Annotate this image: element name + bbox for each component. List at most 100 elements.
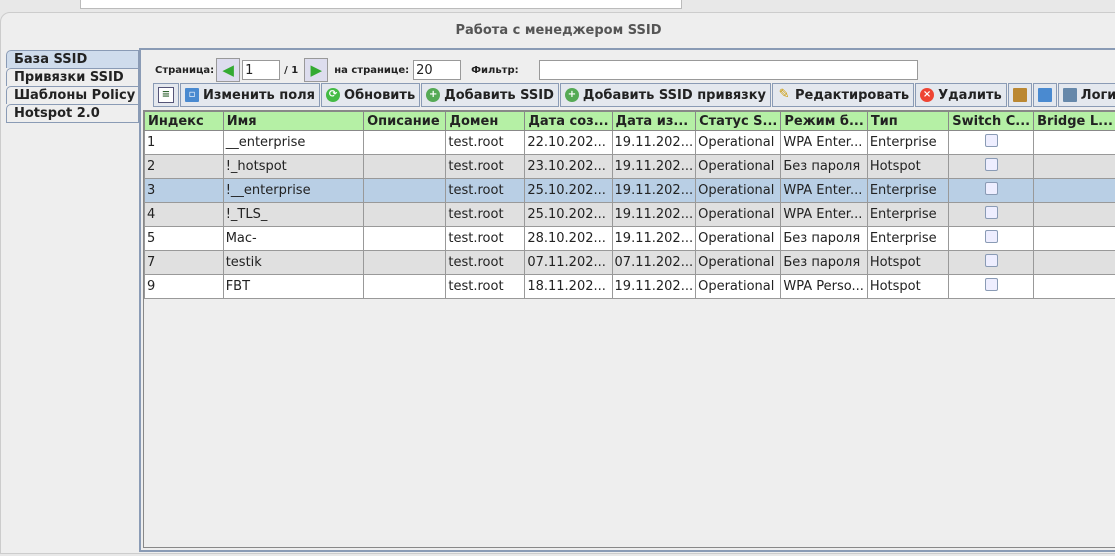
table-cell: 22.10.202...	[524, 130, 613, 155]
switch-checkbox[interactable]	[984, 182, 998, 195]
table-cell: Operational	[695, 178, 782, 203]
logs-button[interactable]: Логи	[1057, 83, 1115, 107]
add-ssid-binding-button[interactable]: + Добавить SSID привязку	[559, 83, 772, 107]
table-cell: Operational	[695, 202, 782, 227]
filter-label: Фильтр:	[471, 64, 519, 76]
add-ssid-button[interactable]: + Добавить SSID	[421, 83, 559, 107]
window-title: Работа с менеджером SSID	[455, 23, 662, 38]
switch-checkbox[interactable]	[984, 158, 998, 171]
table-cell: 19.11.202...	[611, 154, 697, 179]
per-page-input[interactable]: 20	[413, 60, 462, 80]
page-total: / 1	[284, 64, 299, 76]
column-header[interactable]: Дата соз...	[524, 111, 613, 131]
switch-checkbox[interactable]	[984, 278, 998, 291]
column-header[interactable]: Switch C...	[948, 111, 1035, 131]
table-cell: !_hotspot	[222, 154, 365, 179]
next-page-button[interactable]: ▶	[304, 58, 329, 82]
table-row[interactable]: 2 !_hotspot test.root 23.10.202... 19.11.202…	[144, 154, 1115, 179]
table-cell	[363, 178, 447, 203]
table-cell: test.root	[445, 226, 526, 251]
switch-cell	[948, 178, 1035, 203]
table-cell: test.root	[445, 250, 526, 275]
filter-input[interactable]	[538, 60, 918, 80]
switch-checkbox[interactable]	[984, 230, 998, 243]
table-cell: 19.11.202...	[611, 202, 697, 227]
table-cell: Enterprise	[866, 130, 950, 155]
column-header[interactable]: Домен	[445, 111, 526, 131]
column-header[interactable]: Индекс	[144, 111, 224, 131]
refresh-icon: ⟳	[326, 88, 341, 102]
table-cell: FBT	[222, 274, 365, 299]
table-cell: WPA Enter...	[780, 178, 868, 203]
table-cell: 7	[144, 250, 224, 275]
plus-icon: +	[426, 88, 441, 102]
table-cell: test.root	[445, 274, 526, 299]
bridge-cell	[1033, 154, 1115, 179]
table-row[interactable]: 4 !_TLS_ test.root 25.10.202... 19.11.202...…	[144, 202, 1115, 227]
table-row[interactable]: 3 !__enterprise test.root 25.10.202... 19.11…	[144, 178, 1115, 203]
save-button[interactable]	[1032, 83, 1057, 107]
table-cell: Operational	[695, 154, 782, 179]
table-cell: Enterprise	[866, 178, 950, 203]
edit-button[interactable]: ✎ Редактировать	[772, 83, 915, 107]
table-cell: WPA Enter...	[780, 202, 868, 227]
bridge-cell	[1033, 130, 1115, 155]
table-cell: Enterprise	[866, 202, 950, 227]
tab-policy-templates[interactable]: Шаблоны Policy	[6, 86, 139, 104]
table-cell: Operational	[695, 226, 782, 251]
column-header[interactable]: Статус S...	[695, 111, 782, 131]
monitor-icon	[1062, 88, 1077, 102]
delete-button[interactable]: × Удалить	[915, 83, 1007, 107]
switch-cell	[948, 250, 1035, 275]
side-tabs: База SSID Привязки SSID Шаблоны Policy H…	[6, 50, 139, 123]
refresh-button[interactable]: ⟳ Обновить	[321, 83, 421, 107]
page-input[interactable]: 1	[242, 60, 281, 80]
table-cell: 07.11.202...	[524, 250, 613, 275]
column-header[interactable]: Дата из...	[611, 111, 697, 131]
table-cell	[363, 274, 447, 299]
tab-ssid-base[interactable]: База SSID	[6, 50, 139, 68]
table-row[interactable]: 9 FBT test.root 18.11.202... 19.11.202... Ope…	[144, 274, 1115, 299]
table-cell: test.root	[445, 130, 526, 155]
pencil-icon: ✎	[778, 87, 790, 102]
table-cell: 19.11.202...	[611, 274, 697, 299]
table-row[interactable]: 1 __enterprise test.root 22.10.202... 19.11.…	[144, 130, 1115, 155]
switch-checkbox[interactable]	[984, 254, 998, 267]
background-window	[80, 0, 682, 9]
table-cell: 4	[144, 202, 224, 227]
bridge-cell	[1033, 178, 1115, 203]
bridge-cell	[1033, 250, 1115, 275]
table-cell: testik	[222, 250, 365, 275]
switch-checkbox[interactable]	[984, 206, 998, 219]
export-button[interactable]	[1007, 83, 1032, 107]
column-header[interactable]: Bridge L...	[1033, 111, 1115, 131]
column-header[interactable]: Режим б...	[780, 111, 868, 131]
prev-page-button[interactable]: ◀	[216, 58, 241, 82]
table-row[interactable]: 7 testik test.root 07.11.202... 07.11.202...…	[144, 250, 1115, 275]
table-cell	[363, 202, 447, 227]
table-cell: test.root	[445, 178, 526, 203]
table-row[interactable]: 5 Mac-test.root 28.10.202... 19.11.202... Op…	[144, 226, 1115, 251]
column-header[interactable]: Имя	[222, 111, 365, 131]
table-cell	[363, 250, 447, 275]
table-cell: Mac-	[222, 226, 365, 251]
package-icon	[1012, 88, 1027, 102]
switch-cell	[948, 202, 1035, 227]
tab-ssid-bindings[interactable]: Привязки SSID	[6, 68, 139, 86]
content-panel: Страница: ◀ 1 / 1 ▶ на странице: 20 Филь…	[139, 48, 1115, 552]
table-cell: Без пароля	[780, 250, 868, 275]
column-header[interactable]: Описание	[363, 111, 447, 131]
table-cell: 07.11.202...	[611, 250, 697, 275]
column-header[interactable]: Тип	[866, 111, 950, 131]
table-cell: test.root	[445, 202, 526, 227]
edit-columns-button[interactable]: ▫ Изменить поля	[180, 83, 321, 107]
tab-hotspot[interactable]: Hotspot 2.0	[6, 104, 139, 123]
table-cell: 23.10.202...	[524, 154, 613, 179]
ssid-table: Индекс Имя Описание Домен Дата соз... Дата из…	[144, 111, 1115, 299]
table-cell: 19.11.202...	[611, 130, 697, 155]
switch-checkbox[interactable]	[984, 134, 998, 147]
table-cell: Hotspot	[866, 274, 950, 299]
table-cell: 1	[144, 130, 224, 155]
list-view-button[interactable]: ≡	[153, 83, 179, 107]
table-cell: Hotspot	[866, 250, 950, 275]
